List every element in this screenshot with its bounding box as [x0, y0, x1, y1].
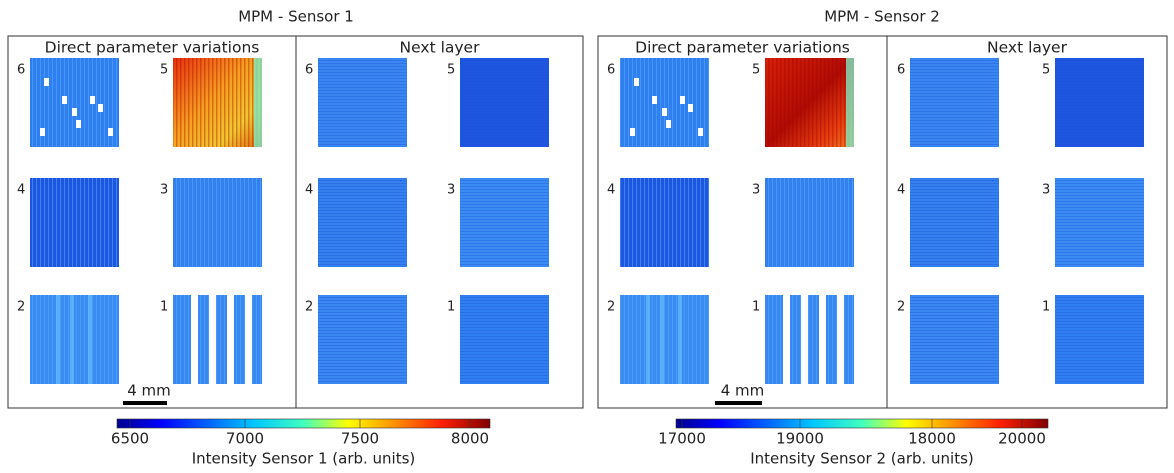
scale-bar — [123, 401, 167, 405]
sample-texture — [1055, 58, 1144, 147]
sample-texture — [318, 58, 407, 147]
sample-label: 2 — [897, 300, 905, 315]
defect — [98, 104, 103, 112]
scale-label: 4 mm — [721, 382, 765, 400]
sample-texture — [910, 58, 999, 147]
defect — [62, 96, 67, 104]
sample-texture — [460, 178, 549, 267]
defect — [76, 120, 81, 128]
sample-label: 3 — [447, 183, 455, 198]
gap — [837, 295, 844, 384]
sample-label: 5 — [160, 63, 168, 78]
sample-texture — [318, 295, 407, 384]
sample-label: 4 — [305, 183, 313, 198]
sample-texture — [910, 295, 999, 384]
gap — [783, 295, 790, 384]
defect — [44, 78, 49, 86]
gap — [209, 295, 216, 384]
sample-texture — [765, 178, 854, 267]
defect — [90, 96, 95, 104]
sample-texture — [765, 58, 854, 147]
panel-title: MPM - Sensor 1 — [238, 8, 354, 26]
gap — [191, 295, 198, 384]
group-title: Direct parameter variations — [45, 39, 260, 57]
sample-label: 1 — [160, 300, 168, 315]
gap — [227, 295, 234, 384]
sample-texture — [910, 178, 999, 267]
defect — [108, 128, 113, 136]
gap — [245, 295, 252, 384]
sample-label: 4 — [897, 183, 905, 198]
colorbar-tick-label: 18000 — [908, 430, 956, 448]
sample-texture — [173, 58, 262, 147]
colorbar-tick-label: 19000 — [776, 430, 824, 448]
colorbar-tick-label: 8000 — [451, 430, 489, 448]
colorbar — [117, 419, 490, 428]
sample-texture — [620, 178, 709, 267]
sample-label: 1 — [752, 300, 760, 315]
sample-label: 2 — [607, 300, 615, 315]
sample-label: 3 — [752, 183, 760, 198]
sample-texture — [173, 178, 262, 267]
colorbar — [676, 419, 1048, 428]
sample-texture — [620, 295, 709, 384]
track — [678, 295, 682, 384]
group-title: Next layer — [987, 39, 1068, 57]
panel-title: MPM - Sensor 2 — [824, 8, 940, 26]
track — [56, 295, 60, 384]
sample-label: 1 — [1042, 300, 1050, 315]
track — [646, 295, 650, 384]
sample-label: 2 — [305, 300, 313, 315]
track — [660, 295, 664, 384]
colorbar-tick-label: 7500 — [341, 430, 379, 448]
sample-label: 3 — [160, 183, 168, 198]
colorbar-label: Intensity Sensor 1 (arb. units) — [192, 450, 416, 468]
sample-label: 6 — [17, 63, 25, 78]
sample-label: 3 — [1042, 183, 1050, 198]
colorbar-label: Intensity Sensor 2 (arb. units) — [750, 450, 974, 468]
sample-label: 2 — [17, 300, 25, 315]
sample-texture — [30, 295, 119, 384]
sample-label: 6 — [897, 63, 905, 78]
sample-edge — [254, 58, 262, 147]
defect — [634, 78, 639, 86]
sample-label: 5 — [1042, 63, 1050, 78]
defect — [662, 108, 667, 116]
sample-edge — [846, 58, 854, 147]
defect — [698, 128, 703, 136]
group-title: Next layer — [400, 39, 481, 57]
gap — [801, 295, 808, 384]
sample-label: 4 — [607, 183, 615, 198]
gap — [819, 295, 826, 384]
defect — [630, 128, 635, 136]
colorbar-tick-label: 7000 — [226, 430, 264, 448]
defect — [40, 128, 45, 136]
track — [70, 295, 74, 384]
track — [88, 295, 92, 384]
colorbar-tick-label: 17000 — [658, 430, 706, 448]
scale-label: 4 mm — [127, 382, 171, 400]
sample-label: 5 — [447, 63, 455, 78]
sample-texture — [1055, 295, 1144, 384]
sample-texture — [30, 178, 119, 267]
sample-texture — [460, 295, 549, 384]
sample-texture — [318, 178, 407, 267]
defect — [666, 120, 671, 128]
defect — [652, 96, 657, 104]
colorbar-tick-label: 6500 — [111, 430, 149, 448]
sample-label: 1 — [447, 300, 455, 315]
scale-bar — [715, 401, 762, 405]
group-title: Direct parameter variations — [635, 39, 850, 57]
sample-label: 4 — [17, 183, 25, 198]
sample-label: 6 — [607, 63, 615, 78]
defect — [688, 104, 693, 112]
figure: MPM - Sensor 1 Direct parameter variation… — [0, 0, 1174, 473]
sample-texture — [460, 58, 549, 147]
sample-texture — [1055, 178, 1144, 267]
colorbar-tick-label: 20000 — [998, 430, 1046, 448]
sample-label: 5 — [752, 63, 760, 78]
defect — [680, 96, 685, 104]
defect — [72, 108, 77, 116]
sample-label: 6 — [305, 63, 313, 78]
